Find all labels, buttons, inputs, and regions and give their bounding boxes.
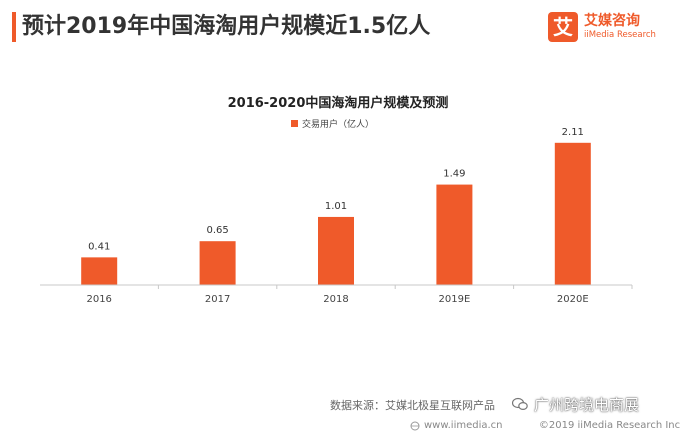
tick-label-2019E: 2019E — [439, 294, 471, 305]
legend-label: 交易用户（亿人） — [302, 118, 374, 130]
brand-logo: 艾 艾媒咨询 iiMedia Research — [548, 10, 670, 46]
watermark-text: 广州跨境电商展 — [534, 396, 640, 414]
tick-label-2018: 2018 — [323, 294, 348, 305]
footer-copyright: ©2019 iiMedia Research Inc — [538, 420, 680, 431]
bar-2017 — [199, 241, 236, 285]
tick-label-2017: 2017 — [205, 294, 230, 305]
chart-bars: 0.41 0.65 1.01 1.49 2.11 — [81, 127, 591, 285]
data-label-2018: 1.01 — [325, 201, 347, 212]
globe-icon — [410, 421, 420, 431]
bar-2016 — [81, 257, 118, 285]
brand-subtitle: iiMedia Research — [584, 30, 656, 40]
brand-name: 艾媒咨询 — [584, 13, 640, 29]
page-title: 预计2019年中国海淘用户规模近1.5亿人 — [22, 14, 431, 39]
data-label-2017: 0.65 — [206, 225, 228, 236]
footer-url: www.iimedia.cn ©2019 iiMedia Research In… — [424, 420, 680, 431]
data-label-2016: 0.41 — [88, 241, 110, 252]
data-label-2019E: 1.49 — [443, 169, 465, 180]
legend-swatch — [291, 120, 298, 127]
data-source-note: 数据来源：艾媒北极星互联网产品 — [330, 399, 495, 412]
title-accent-bar — [12, 12, 16, 42]
wechat-icon — [512, 397, 528, 411]
bar-2019E — [436, 184, 473, 285]
chart-title: 2016-2020中国海淘用户规模及预测 — [228, 95, 449, 111]
bar-2020E — [554, 142, 591, 285]
data-label-2020E: 2.11 — [562, 127, 584, 138]
x-axis-ticks: 2016 2017 2018 2019E 2020E — [86, 285, 633, 305]
tick-label-2020E: 2020E — [557, 294, 589, 305]
footer-website: www.iimedia.cn — [424, 420, 503, 431]
chart-legend: 交易用户（亿人） — [291, 118, 374, 130]
tick-label-2016: 2016 — [86, 294, 111, 305]
bar-2018 — [318, 216, 354, 285]
brand-logo-icon: 艾 — [548, 12, 578, 42]
